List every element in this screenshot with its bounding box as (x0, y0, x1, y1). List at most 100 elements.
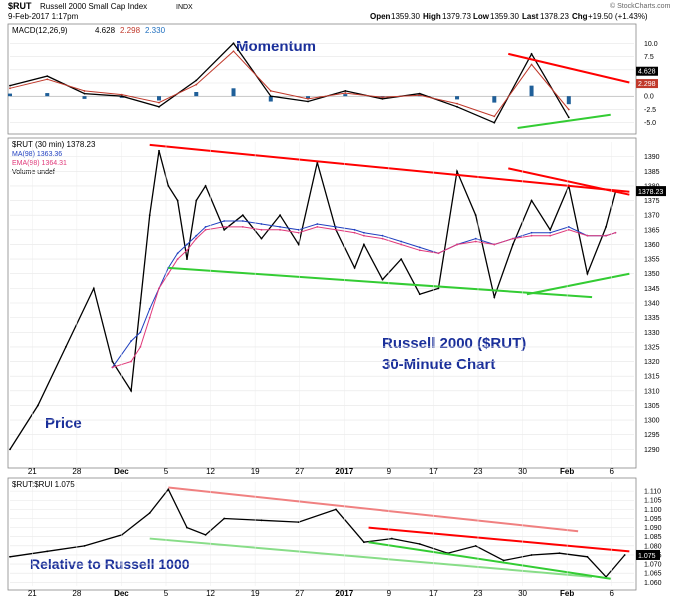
macd-point (269, 90, 272, 92)
relative-point (335, 508, 337, 511)
price-point (353, 231, 356, 234)
price-point (363, 231, 365, 234)
macd-histogram-bar (268, 96, 273, 102)
x-tick-label: 28 (72, 589, 81, 598)
price-y-tick-label: 1350 (644, 271, 660, 278)
price-point (437, 287, 440, 290)
price-point (186, 249, 188, 252)
price-point (474, 240, 477, 243)
price-trendline (526, 272, 630, 296)
x-tick-label: 17 (429, 589, 438, 598)
relative-point (167, 488, 170, 491)
price-point (176, 258, 179, 260)
macd-series-signal (9, 50, 570, 117)
price-point (418, 246, 421, 249)
price-point (139, 331, 142, 334)
relative-y-tick-label: 1.110 (644, 489, 661, 496)
price-point (316, 223, 319, 225)
macd-histogram-bar (82, 96, 87, 99)
relative-point (204, 534, 207, 536)
relative-point (9, 555, 11, 558)
macd-point (46, 78, 49, 81)
price-point (260, 228, 263, 231)
relative-point (297, 521, 300, 524)
price-point (363, 243, 365, 246)
x-tick-label: 9 (387, 467, 392, 476)
macd-point (381, 97, 384, 100)
macd-histogram-bar (157, 96, 162, 101)
relative-legend: $RUT:$RUI 1.075 (12, 480, 75, 489)
macd-point (9, 87, 11, 90)
price-point (260, 237, 263, 240)
price-point (148, 214, 151, 217)
price-point (549, 234, 552, 237)
macd-point (418, 94, 421, 97)
price-point (204, 225, 207, 228)
price-point (400, 258, 403, 260)
macd-point (269, 95, 272, 98)
price-point (586, 234, 589, 237)
price-y-tick-label: 1360 (644, 242, 660, 249)
relative-trendline (368, 526, 630, 553)
momentum-annotation: Momentum (236, 38, 316, 55)
price-point (353, 266, 356, 269)
price-point (316, 225, 319, 228)
macd-point (158, 101, 160, 104)
price-point (614, 231, 617, 234)
price-point (37, 404, 39, 407)
price-point (204, 185, 207, 187)
relative-y-tick-label: 1.090 (644, 525, 662, 532)
relative-point (586, 555, 589, 558)
price-point (167, 272, 170, 275)
macd-legend-value-1: 4.628 (95, 26, 116, 35)
price-point (530, 234, 533, 237)
x-tick-label: 27 (295, 589, 304, 598)
price-point (130, 360, 132, 363)
price-point (223, 228, 226, 231)
macd-legend: MACD(12,26,9) (12, 26, 68, 35)
price-y-tick-label: 1370 (644, 213, 660, 220)
price-y-tick-label: 1345 (644, 286, 660, 293)
price-y-tick-label: 1315 (644, 374, 660, 381)
price-y-tick-label: 1365 (644, 227, 660, 234)
price-point (195, 237, 198, 240)
price-point (493, 296, 496, 299)
relative-point (120, 534, 123, 536)
macd-point (232, 50, 235, 53)
price-point (437, 252, 440, 255)
macd-histogram-bar (306, 96, 311, 99)
relative-point (418, 543, 421, 545)
relative-value-tag (636, 549, 660, 560)
macd-point (307, 97, 309, 100)
chart-subtitle-annotation: 30-Minute Chart (382, 356, 495, 373)
price-point (530, 199, 533, 202)
relative-y-tick-label: 1.085 (644, 534, 662, 541)
x-tick-label: 6 (609, 589, 614, 598)
price-y-tick-label: 1300 (644, 418, 660, 425)
price-point (297, 231, 300, 234)
macd-value-tag-label: 4.628 (638, 69, 656, 76)
price-y-tick-label: 1355 (644, 257, 660, 264)
relative-y-tick-label: 1.105 (644, 498, 662, 505)
price-annotation: Price (45, 415, 82, 432)
price-point (279, 214, 281, 217)
price-point (204, 228, 207, 231)
x-tick-label: 19 (251, 467, 260, 476)
relative-y-tick-label: 1.070 (644, 562, 662, 569)
macd-histogram-bar (343, 94, 348, 97)
macd-trendline (517, 113, 611, 129)
price-point (335, 228, 337, 231)
price-point (418, 293, 421, 296)
x-tick-label: 5 (164, 589, 169, 598)
price-y-tick-label: 1375 (644, 198, 660, 205)
macd-histogram-bar (231, 88, 236, 97)
macd-y-tick-label: 7.5 (644, 54, 654, 61)
macd-point (307, 100, 309, 103)
price-point (549, 228, 552, 231)
x-tick-label: 9 (387, 589, 392, 598)
macd-trendline (508, 52, 630, 84)
macd-point (567, 108, 570, 111)
macd-point (530, 63, 533, 66)
